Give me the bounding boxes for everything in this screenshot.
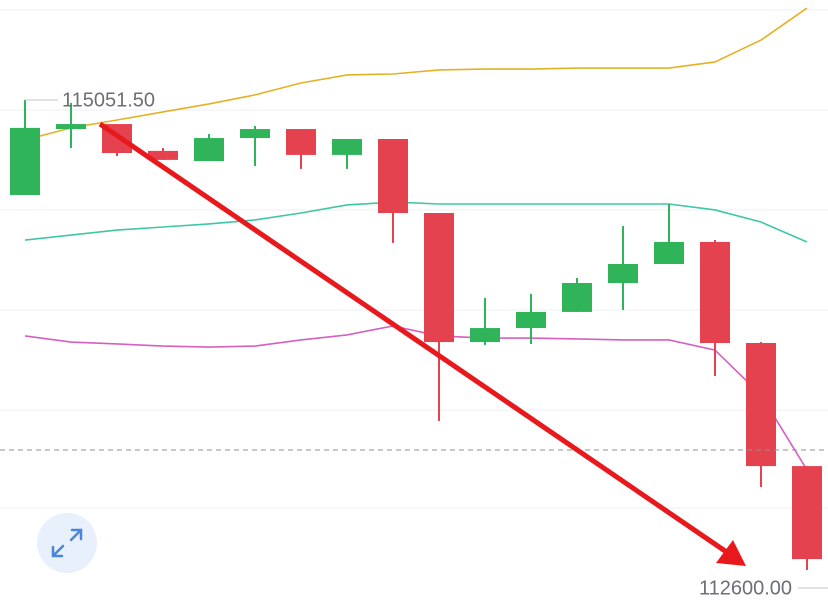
expand-button-bg[interactable] [37, 513, 97, 573]
candle-body [56, 124, 86, 130]
candle-body [700, 241, 730, 344]
indicator-line [24, 325, 808, 471]
indicator-line [24, 7, 808, 141]
candle-body [608, 264, 638, 283]
grid [0, 9, 828, 509]
trend-arrow [98, 121, 746, 566]
candle-body [286, 129, 316, 155]
annotation-label: 115051.50 [62, 89, 155, 111]
candle-body [516, 311, 546, 329]
candles [10, 99, 822, 571]
candle-body [424, 213, 454, 343]
candle-body [378, 139, 408, 214]
candle-body [148, 150, 178, 160]
candle-body [746, 343, 776, 467]
overlay: 115051.50 112600.00 [0, 89, 828, 599]
candle-body [332, 139, 362, 155]
candle-body [792, 466, 822, 560]
candle-body [10, 127, 40, 195]
candle-body [194, 138, 224, 162]
candle-body [562, 282, 592, 312]
arrow-shaft [98, 121, 730, 556]
expand-button[interactable] [37, 513, 97, 573]
arrow-head [716, 540, 746, 566]
expand-icon[interactable] [51, 528, 83, 558]
candle-body [240, 129, 270, 139]
candle-body [470, 328, 500, 343]
candle-body [654, 241, 684, 265]
indicator-line [24, 201, 808, 243]
indicator-lines [24, 7, 808, 471]
annotation-label: 112600.00 [699, 577, 792, 599]
